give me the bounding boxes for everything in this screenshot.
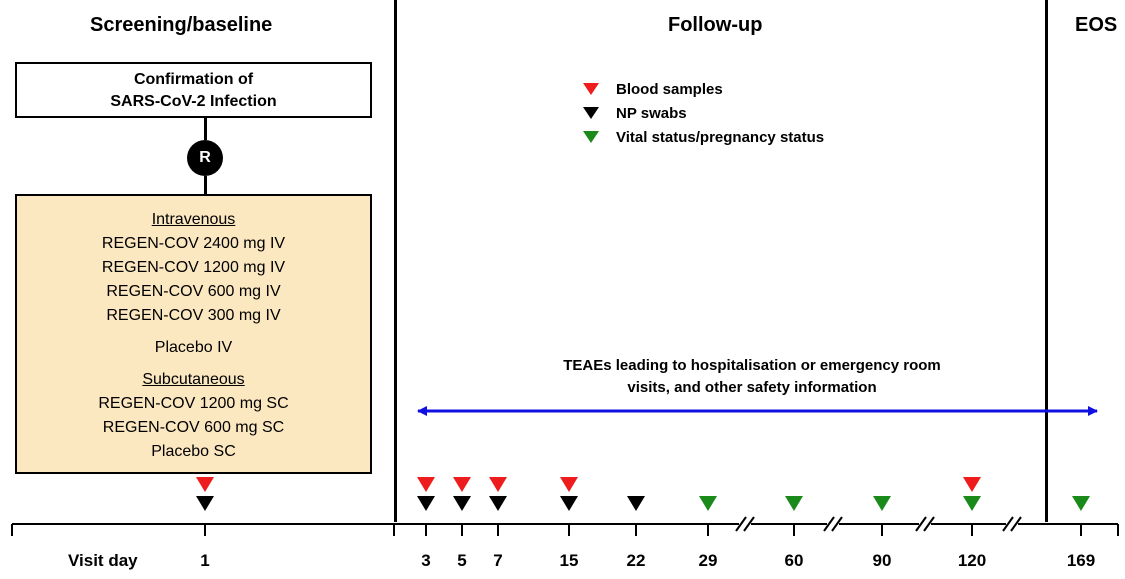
sc-arm-1: REGEN-COV 1200 mg SC	[98, 395, 289, 412]
confirmation-line-2: SARS-CoV-2 Infection	[110, 93, 277, 110]
vital-status-marker	[873, 496, 891, 511]
confirmation-line-1: Confirmation of	[133, 71, 254, 88]
legend-item-blood: Blood samples	[582, 77, 824, 101]
blood-sample-marker	[489, 477, 507, 492]
legend-item-np: NP swabs	[582, 101, 824, 125]
axis-break-mark	[923, 516, 935, 532]
np-swab-marker	[560, 496, 578, 511]
teae-line-1: TEAEs leading to hospitalisation or emer…	[563, 357, 941, 374]
sc-header: Subcutaneous	[142, 371, 245, 388]
visit-day-tick-label: 7	[493, 551, 503, 570]
iv-arm-4: REGEN-COV 300 mg IV	[106, 307, 281, 324]
np-swab-marker	[196, 496, 214, 511]
axis-break-mark	[823, 516, 835, 532]
axis-break-mark	[743, 516, 755, 532]
axis-break-mark	[1010, 516, 1022, 532]
randomization-circle: R	[187, 140, 223, 176]
vital-status-marker	[963, 496, 981, 511]
visit-day-tick-label: 5	[457, 551, 467, 570]
sc-arm-2: REGEN-COV 600 mg SC	[102, 419, 285, 436]
visit-day-tick-label: 29	[698, 551, 718, 570]
axis-break-mark	[915, 516, 927, 532]
axis-break-mark	[831, 516, 843, 532]
divider-screening-followup	[394, 0, 397, 522]
visit-day-tick-label: 3	[421, 551, 431, 570]
visit-day-tick-label: 60	[784, 551, 804, 570]
black-triangle-icon	[583, 107, 599, 119]
visit-day-tick-label: 22	[626, 551, 646, 570]
iv-arm-2: REGEN-COV 1200 mg IV	[101, 259, 286, 276]
iv-header: Intravenous	[151, 211, 236, 228]
visit-day-tick-label: 1	[200, 551, 210, 570]
red-triangle-icon	[583, 83, 599, 95]
blood-sample-marker	[453, 477, 471, 492]
header-eos: EOS	[1075, 14, 1118, 36]
np-swab-marker	[627, 496, 645, 511]
teae-line-2: visits, and other safety information	[627, 379, 877, 396]
teae-text: TEAEs leading to hospitalisation or emer…	[412, 355, 1092, 399]
iv-arm-1: REGEN-COV 2400 mg IV	[101, 235, 286, 252]
blood-sample-marker	[560, 477, 578, 492]
connector-top	[204, 118, 207, 140]
header-followup: Follow-up	[668, 14, 763, 36]
legend: Blood samples NP swabs Vital status/preg…	[582, 77, 824, 149]
visit-day-label: Visit day	[68, 551, 138, 570]
visit-day-tick-label: 15	[559, 551, 579, 570]
legend-label-vital: Vital status/pregnancy status	[616, 128, 825, 146]
vital-status-marker	[785, 496, 803, 511]
legend-label-np: NP swabs	[616, 104, 687, 122]
legend-item-vital: Vital status/pregnancy status	[582, 125, 824, 149]
vital-status-marker	[699, 496, 717, 511]
axis-break-mark	[1002, 516, 1014, 532]
legend-label-blood: Blood samples	[616, 80, 723, 98]
iv-arm-3: REGEN-COV 600 mg IV	[106, 283, 281, 300]
placebo-iv: Placebo IV	[154, 339, 233, 356]
vital-status-marker	[1072, 496, 1090, 511]
blood-sample-marker	[196, 477, 214, 492]
visit-day-tick-label: 90	[872, 551, 892, 570]
divider-followup-eos	[1045, 0, 1048, 522]
visit-day-tick-label: 120	[957, 551, 987, 570]
visit-day-tick-label: 169	[1066, 551, 1096, 570]
np-swab-marker	[417, 496, 435, 511]
green-triangle-icon	[583, 131, 599, 143]
np-swab-marker	[489, 496, 507, 511]
np-swab-marker	[453, 496, 471, 511]
confirmation-box: Confirmation of SARS-CoV-2 Infection	[15, 62, 372, 118]
treatment-arms-box: Intravenous REGEN-COV 2400 mg IV REGEN-C…	[15, 194, 372, 474]
sc-arm-3: Placebo SC	[151, 443, 236, 460]
axis-break-mark	[735, 516, 747, 532]
blood-sample-marker	[417, 477, 435, 492]
blood-sample-marker	[963, 477, 981, 492]
header-screening: Screening/baseline	[90, 14, 273, 36]
connector-bottom	[204, 176, 207, 194]
